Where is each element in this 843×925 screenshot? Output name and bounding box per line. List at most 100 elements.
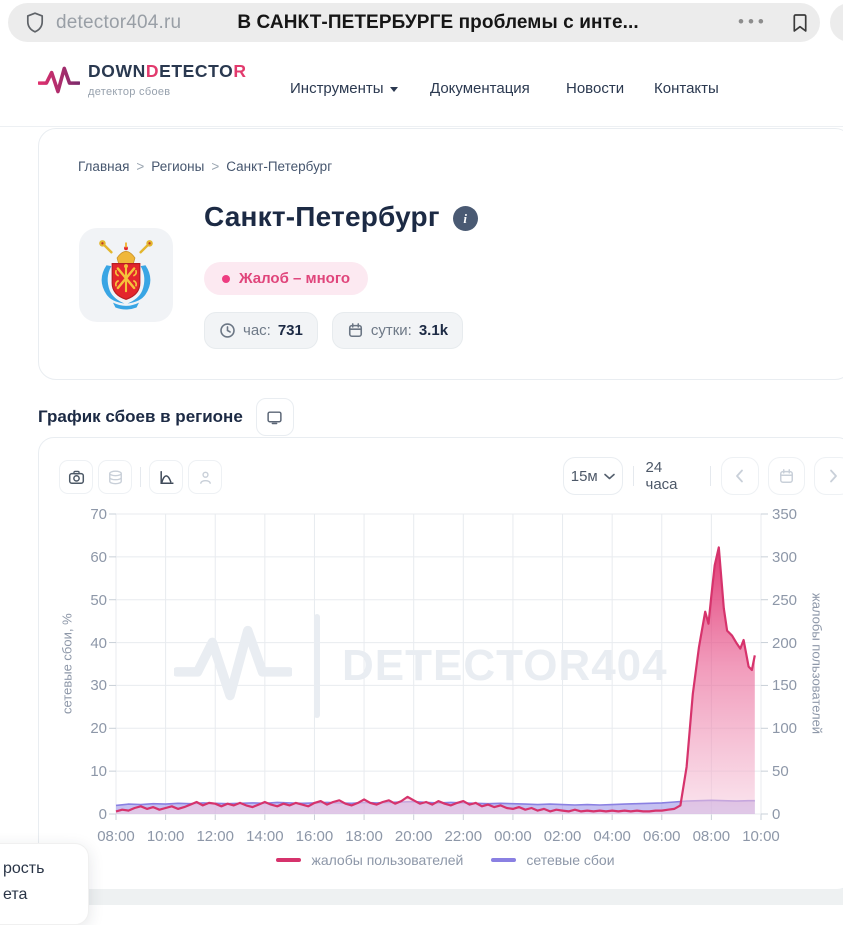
nav-contacts[interactable]: Контакты xyxy=(654,80,719,97)
legend-dash-icon xyxy=(276,858,302,862)
x-tick-label: 18:00 xyxy=(345,828,383,845)
user-view-button[interactable] xyxy=(188,460,222,494)
y-tick-label-left: 30 xyxy=(90,677,107,695)
y-tick-label-right: 150 xyxy=(772,677,798,695)
chart-section-title: График сбоев в регионе xyxy=(38,407,243,426)
browser-omnibox[interactable]: detector404.ru В САНКТ-ПЕТЕРБУРГЕ пробле… xyxy=(8,3,820,42)
site-logo[interactable]: DOWNDETECTOR детектор сбоев xyxy=(38,61,247,98)
series-line-right xyxy=(115,546,756,813)
nav-tools[interactable]: Инструменты xyxy=(290,80,398,97)
area-chart-button[interactable] xyxy=(149,460,183,494)
region-card: Главная > Регионы > Санкт-Петербург Санкт-П xyxy=(38,128,843,380)
status-badge: Жалоб – много xyxy=(204,262,369,295)
heartbeat-icon xyxy=(38,66,80,93)
right-axis-title: жалобы пользователей xyxy=(809,593,825,735)
monitor-icon xyxy=(267,410,282,424)
y-tick-label-right: 100 xyxy=(772,720,798,738)
tab-title: В САНКТ-ПЕТЕРБУРГЕ проблемы с инте... xyxy=(237,11,639,33)
toolbar-separator xyxy=(140,467,141,487)
legend-item[interactable]: жалобы пользователей xyxy=(276,852,463,868)
chevron-left-icon xyxy=(736,469,744,483)
y-tick-label-left: 0 xyxy=(98,806,107,823)
y-tick-label-left: 20 xyxy=(90,720,107,738)
x-tick-label: 22:00 xyxy=(444,828,483,845)
url-text[interactable]: detector404.ru xyxy=(56,11,182,33)
breadcrumb-home[interactable]: Главная xyxy=(78,159,130,174)
camera-icon xyxy=(68,470,84,484)
series-area-right xyxy=(116,547,755,814)
browser-topbar: detector404.ru В САНКТ-ПЕТЕРБУРГЕ пробле… xyxy=(0,0,843,46)
y-tick-label-left: 40 xyxy=(90,634,107,652)
calendar-icon xyxy=(779,468,793,483)
chart-toolbar-right: 15м 24 часа xyxy=(563,457,843,495)
person-icon xyxy=(199,471,211,484)
y-tick-label-right: 300 xyxy=(772,548,798,566)
nav-docs[interactable]: Документация xyxy=(430,80,530,97)
y-tick-label-left: 50 xyxy=(90,591,107,609)
site-header: DOWNDETECTOR детектор сбоев Инструменты … xyxy=(0,46,843,127)
y-tick-label-left: 70 xyxy=(90,506,107,523)
breadcrumb: Главная > Регионы > Санкт-Петербург xyxy=(78,159,333,174)
x-tick-label: 12:00 xyxy=(196,828,234,845)
chevron-down-icon xyxy=(603,473,615,479)
x-tick-label: 06:00 xyxy=(642,828,681,845)
more-menu-icon[interactable]: ••• xyxy=(738,12,768,31)
legend-item[interactable]: сетевые сбои xyxy=(491,852,615,868)
x-tick-label: 02:00 xyxy=(543,828,582,845)
date-picker-button[interactable] xyxy=(767,457,806,495)
shield-icon xyxy=(24,11,46,35)
bookmark-icon[interactable] xyxy=(789,11,811,35)
y-tick-label-right: 200 xyxy=(772,634,798,652)
y-tick-label-left: 10 xyxy=(90,763,107,781)
calendar-icon xyxy=(348,323,362,338)
range-label: 24 часа xyxy=(645,459,678,493)
chart-series[interactable] xyxy=(115,514,761,814)
chevron-down-icon xyxy=(389,87,398,92)
y-tick-label-right: 250 xyxy=(772,591,798,609)
logo-subtitle: детектор сбоев xyxy=(88,86,171,98)
fullscreen-button[interactable] xyxy=(255,398,294,436)
legend-label: сетевые сбои xyxy=(526,852,615,868)
stat-hour: час: 731 xyxy=(204,312,318,349)
interval-select[interactable]: 15м xyxy=(563,457,623,495)
info-icon[interactable]: i xyxy=(452,206,478,231)
stats-row: час: 731 сутки: 3.1k xyxy=(204,312,464,349)
y-tick-label-right: 350 xyxy=(772,506,798,523)
chart-card: 15м 24 часа сетевые сбои, % жалобы польз… xyxy=(38,437,843,890)
database-icon xyxy=(108,470,122,484)
logo-wordmark: DOWNDETECTOR xyxy=(88,61,247,81)
chart-toolbar-left xyxy=(59,460,227,494)
browser-button-stub[interactable] xyxy=(830,3,843,42)
x-tick-label: 14:00 xyxy=(246,828,284,845)
breadcrumb-current: Санкт-Петербург xyxy=(226,159,333,174)
legend-dash-icon xyxy=(491,858,517,862)
page-background-strip xyxy=(0,889,843,905)
area-chart-icon xyxy=(159,470,174,484)
chevron-right-icon xyxy=(829,469,837,483)
region-coat-of-arms xyxy=(79,228,173,322)
x-tick-label: 10:00 xyxy=(146,828,185,845)
data-view-button[interactable] xyxy=(98,460,132,494)
status-dot-icon xyxy=(222,274,230,283)
clock-icon xyxy=(220,323,235,338)
y-tick-label-right: 50 xyxy=(772,763,789,781)
nav-news[interactable]: Новости xyxy=(566,80,625,97)
x-tick-label: 16:00 xyxy=(295,828,334,845)
page-title: Санкт-Петербург xyxy=(204,201,440,232)
y-tick-label-right: 0 xyxy=(772,806,781,823)
toolbar-separator xyxy=(632,466,634,486)
stat-day: сутки: 3.1k xyxy=(331,312,464,349)
x-tick-label: 00:00 xyxy=(494,828,532,845)
x-tick-label: 10:00 xyxy=(742,828,780,845)
x-tick-label: 20:00 xyxy=(394,828,433,845)
prev-range-button[interactable] xyxy=(720,457,759,495)
chart-legend: жалобы пользователей сетевые сбои xyxy=(39,852,843,868)
x-tick-label: 08:00 xyxy=(97,828,135,845)
save-image-button[interactable] xyxy=(59,460,93,494)
y-tick-label-left: 60 xyxy=(90,548,107,566)
x-tick-label: 04:00 xyxy=(593,828,631,845)
x-tick-label: 08:00 xyxy=(692,828,731,845)
breadcrumb-regions[interactable]: Регионы xyxy=(151,159,205,174)
corner-popup[interactable]: рость ета xyxy=(0,843,89,925)
next-range-button[interactable] xyxy=(814,457,843,495)
